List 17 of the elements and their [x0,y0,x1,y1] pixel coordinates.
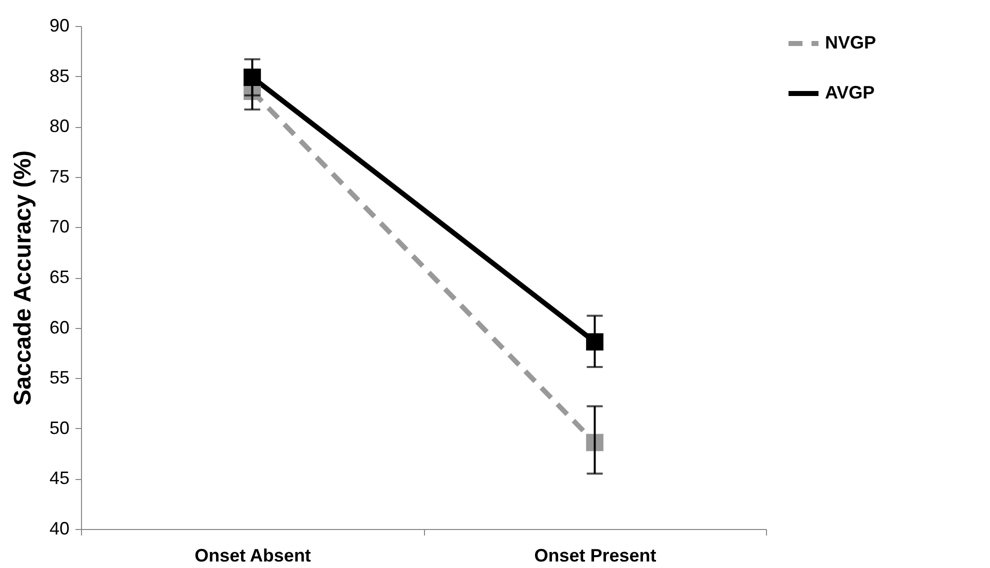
y-tick-label: 55 [49,368,70,388]
x-tick-label: Onset Absent [194,546,311,566]
legend-label: AVGP [825,82,875,102]
y-axis-title: Saccade Accuracy (%) [9,150,36,406]
y-tick-label: 70 [49,216,70,237]
y-tick-label: 90 [49,16,70,36]
y-tick-label: 75 [49,166,70,186]
y-tick-label: 60 [49,317,70,338]
y-tick-label: 50 [49,418,70,438]
legend-label: NVGP [825,32,876,52]
y-tick-label: 45 [49,468,70,488]
y-tick-label: 85 [49,66,70,86]
point [586,333,604,351]
y-tick-label: 80 [49,116,70,136]
x-tick-label: Onset Present [534,546,656,566]
y-tick-label: 40 [49,518,70,538]
y-tick-label: 65 [49,267,70,287]
